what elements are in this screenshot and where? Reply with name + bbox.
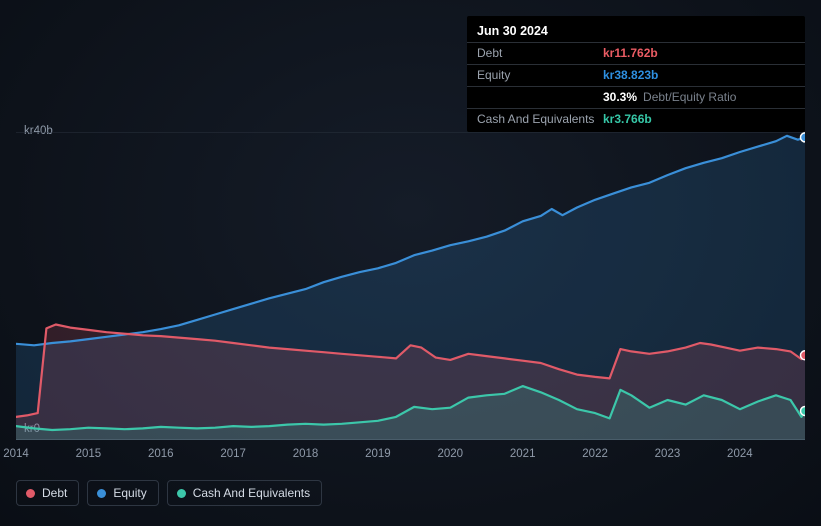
x-axis-tick: 2018: [293, 448, 319, 460]
tooltip-row-value: kr3.766b: [603, 111, 652, 128]
tooltip-row: Equitykr38.823b: [467, 64, 805, 86]
chart-plot-area[interactable]: [16, 132, 805, 440]
tooltip-row: 30.3% Debt/Equity Ratio: [467, 86, 805, 108]
legend-item-label: Cash And Equivalents: [193, 486, 310, 500]
tooltip-row-value: 30.3%: [603, 89, 637, 106]
tooltip-row-label: Equity: [477, 67, 603, 84]
chart-svg: [16, 132, 805, 440]
x-axis-tick: 2024: [727, 448, 753, 460]
tooltip-rows: Debtkr11.762bEquitykr38.823b30.3%Debt/Eq…: [467, 42, 805, 130]
x-axis-tick: 2022: [582, 448, 608, 460]
x-axis-tick: 2023: [655, 448, 681, 460]
legend-item-label: Debt: [42, 486, 67, 500]
tooltip-row-label: Debt: [477, 45, 603, 62]
x-axis: 2014201520162017201820192020202120222023…: [16, 448, 805, 464]
x-axis-tick: 2017: [220, 448, 246, 460]
legend-item-debt[interactable]: Debt: [16, 480, 79, 506]
series-endpoint-equity: [801, 133, 806, 142]
legend-dot-icon: [177, 489, 186, 498]
tooltip-date: Jun 30 2024: [467, 22, 805, 42]
debt-equity-chart: Jun 30 2024 Debtkr11.762bEquitykr38.823b…: [0, 0, 821, 526]
legend-dot-icon: [97, 489, 106, 498]
x-axis-tick: 2015: [76, 448, 102, 460]
tooltip-row-value: kr11.762b: [603, 45, 658, 62]
series-endpoint-debt: [801, 351, 806, 360]
tooltip-row-label: Cash And Equivalents: [477, 111, 603, 128]
x-axis-tick: 2019: [365, 448, 391, 460]
x-axis-tick: 2014: [3, 448, 29, 460]
tooltip-row-label: [477, 89, 603, 106]
x-axis-tick: 2021: [510, 448, 536, 460]
legend-item-equity[interactable]: Equity: [87, 480, 158, 506]
tooltip-row-extra: Debt/Equity Ratio: [643, 89, 736, 106]
x-axis-tick: 2016: [148, 448, 174, 460]
x-axis-tick: 2020: [438, 448, 464, 460]
series-endpoint-cash-and-equivalents: [801, 406, 806, 415]
tooltip-row-value: kr38.823b: [603, 67, 658, 84]
chart-tooltip: Jun 30 2024 Debtkr11.762bEquitykr38.823b…: [467, 16, 805, 132]
chart-legend: Debt Equity Cash And Equivalents: [16, 480, 322, 506]
legend-item-cash-and-equivalents[interactable]: Cash And Equivalents: [167, 480, 322, 506]
tooltip-row: Cash And Equivalentskr3.766b: [467, 108, 805, 130]
tooltip-row: Debtkr11.762b: [467, 42, 805, 64]
legend-dot-icon: [26, 489, 35, 498]
legend-item-label: Equity: [113, 486, 146, 500]
